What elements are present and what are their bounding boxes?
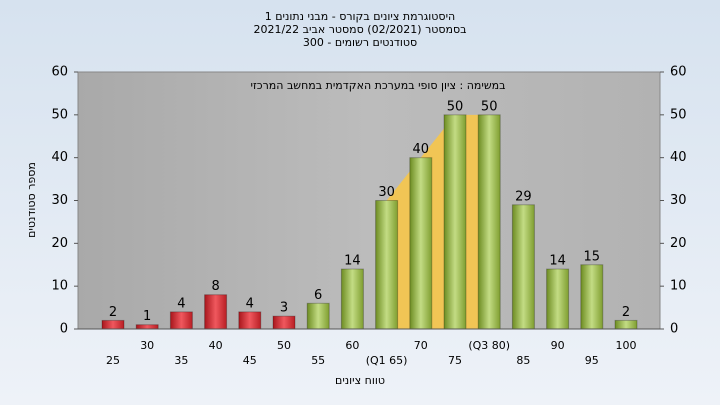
y-tick-label: 30 bbox=[51, 193, 68, 208]
data-label: 15 bbox=[584, 249, 601, 264]
data-label: 6 bbox=[314, 288, 322, 303]
y-tick-label: 60 bbox=[51, 65, 68, 80]
x-tick-label: 40 bbox=[209, 339, 223, 352]
data-label: 2 bbox=[109, 305, 117, 320]
x-tick-label: 75 bbox=[448, 354, 462, 367]
bar bbox=[614, 319, 638, 330]
data-label: 50 bbox=[481, 99, 498, 114]
x-tick-label: 95 bbox=[585, 354, 599, 367]
x-tick-label: 35 bbox=[174, 354, 188, 367]
data-label: 14 bbox=[549, 254, 566, 269]
data-label: 3 bbox=[280, 301, 288, 316]
data-label: 29 bbox=[515, 189, 532, 204]
data-label: 4 bbox=[177, 296, 185, 311]
data-label: 40 bbox=[413, 142, 430, 157]
y-tick-label: 60 bbox=[670, 65, 687, 80]
bar bbox=[101, 319, 125, 330]
bar bbox=[477, 114, 501, 330]
x-tick-label: 45 bbox=[243, 354, 257, 367]
y-tick-label: 20 bbox=[51, 236, 68, 251]
x-axis-label: טווח ציונים bbox=[335, 374, 385, 387]
data-label: 30 bbox=[378, 185, 395, 200]
y-tick-label: 40 bbox=[670, 150, 687, 165]
x-tick-label: 85 bbox=[516, 354, 530, 367]
bar bbox=[511, 204, 535, 330]
chart-title: סטודנטים רשומים - 300 bbox=[303, 36, 417, 49]
bar bbox=[580, 264, 604, 330]
x-tick-label: 100 bbox=[616, 339, 637, 352]
data-label: 50 bbox=[447, 99, 464, 114]
bar bbox=[306, 302, 330, 330]
y-tick-label: 50 bbox=[51, 107, 68, 122]
y-tick-label: 0 bbox=[670, 322, 678, 337]
x-tick-label: 70 bbox=[414, 339, 428, 352]
plot-area bbox=[77, 71, 661, 330]
chart-title: היסטוגרמת ציונים בקורס - מבני נתונים 1 bbox=[265, 10, 455, 23]
bar bbox=[409, 157, 433, 330]
bar bbox=[238, 311, 262, 330]
bar bbox=[443, 114, 467, 330]
x-tick-label: (Q1 65) bbox=[366, 354, 408, 367]
y-tick-label: 0 bbox=[60, 322, 68, 337]
x-tick-label: 90 bbox=[551, 339, 565, 352]
bar bbox=[375, 200, 399, 330]
data-label: 8 bbox=[211, 279, 219, 294]
y-axis-label: מספר סטודנטים bbox=[25, 162, 38, 238]
y-tick-label: 10 bbox=[670, 279, 687, 294]
x-tick-label: 50 bbox=[277, 339, 291, 352]
x-tick-label: 60 bbox=[345, 339, 359, 352]
bar bbox=[169, 311, 193, 330]
y-tick-label: 40 bbox=[51, 150, 68, 165]
x-tick-label: 25 bbox=[106, 354, 120, 367]
x-tick-label: 55 bbox=[311, 354, 325, 367]
y-tick-label: 20 bbox=[670, 236, 687, 251]
data-label: 14 bbox=[344, 254, 361, 269]
y-tick-label: 10 bbox=[51, 279, 68, 294]
y-tick-label: 50 bbox=[670, 107, 687, 122]
bar bbox=[135, 324, 159, 330]
bar bbox=[204, 294, 228, 330]
data-label: 1 bbox=[143, 309, 151, 324]
data-label: 2 bbox=[622, 305, 630, 320]
bar bbox=[272, 315, 296, 330]
annotation: במשימה : ציון סופי במערכת האקדמית במחשב … bbox=[251, 79, 506, 92]
x-tick-label: 30 bbox=[140, 339, 154, 352]
y-tick-label: 30 bbox=[670, 193, 687, 208]
chart-title: בסמסטר (02/2021) סמסטר אביב 2021/22 bbox=[253, 23, 466, 36]
bar bbox=[340, 268, 364, 330]
bar bbox=[546, 268, 570, 330]
x-tick-label: (Q3 80) bbox=[468, 339, 510, 352]
data-label: 4 bbox=[246, 296, 254, 311]
